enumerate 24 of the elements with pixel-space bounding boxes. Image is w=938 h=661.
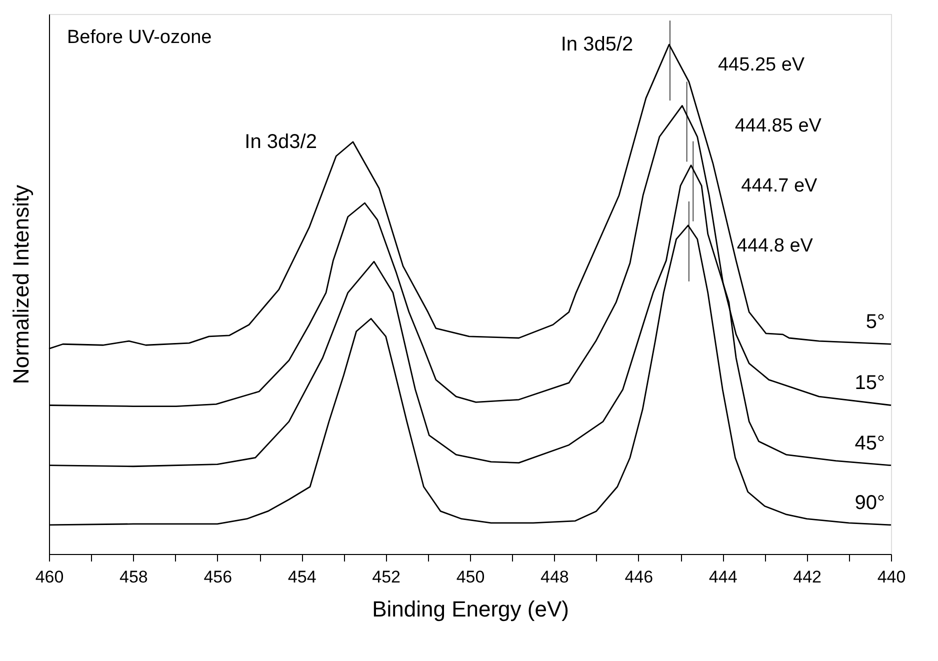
y-axis-title: Normalized Intensity: [8, 184, 34, 384]
annotation: Before UV-ozone: [67, 27, 212, 48]
x-tick-label: 446: [624, 568, 654, 586]
x-tick-label: 456: [204, 568, 232, 586]
x-tick-label: 444: [708, 568, 738, 586]
ref-line-label: 444.8 eV: [736, 235, 814, 256]
x-axis-title: Binding Energy (eV): [372, 596, 569, 622]
annotation: In 3d5/2: [560, 34, 634, 56]
x-tick-label: 440: [877, 568, 906, 586]
x-tick-label: 448: [540, 568, 569, 586]
x-tick-label: 442: [793, 568, 822, 586]
series-label: 5°: [866, 311, 885, 334]
ref-line-label: 445.25 eV: [718, 54, 805, 76]
annotation: In 3d3/2: [244, 130, 317, 153]
ref-line-label: 444.85 eV: [734, 116, 822, 137]
series-label: 15°: [854, 372, 885, 394]
series-label: 45°: [854, 432, 885, 454]
series-label: 90°: [854, 492, 885, 514]
x-tick-label: 460: [35, 568, 64, 586]
x-tick-label: 458: [120, 568, 148, 586]
x-tick-label: 452: [372, 568, 400, 586]
ref-line-label: 444.7 eV: [741, 175, 818, 196]
x-tick-label: 450: [456, 568, 485, 586]
x-tick-label: 454: [288, 568, 316, 586]
